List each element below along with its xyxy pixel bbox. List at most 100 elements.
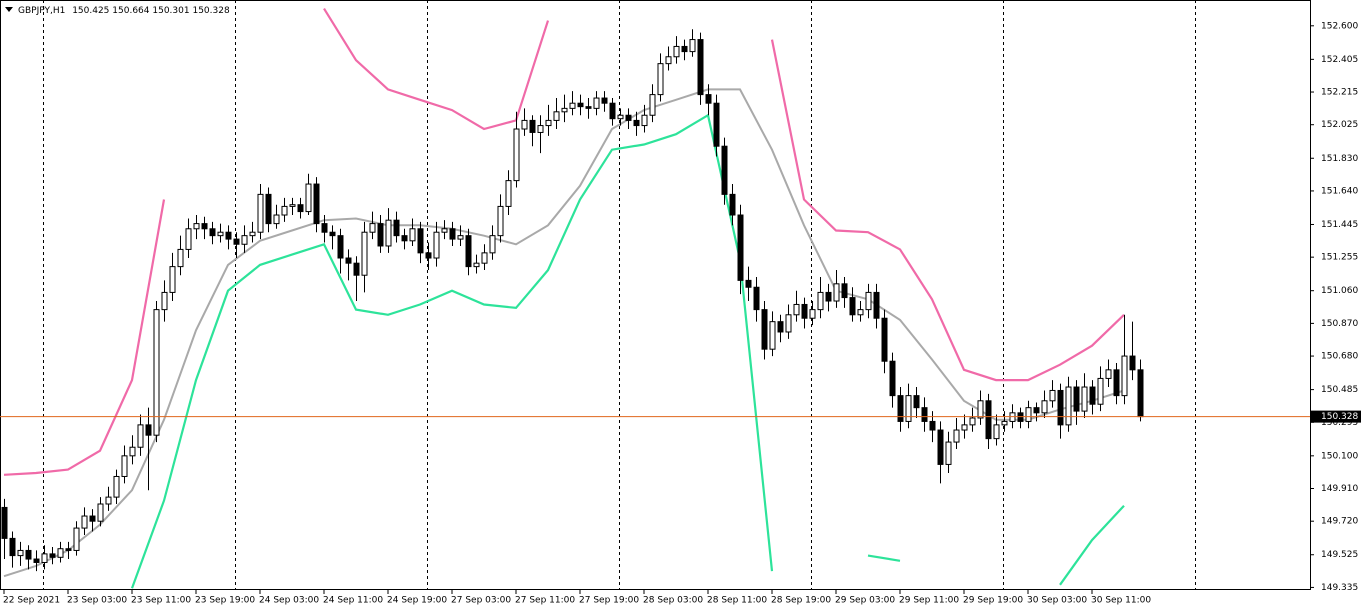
x-tick-label: 28 Sep 11:00 [707, 596, 767, 606]
candle-body [153, 309, 160, 436]
candle-body [137, 424, 144, 448]
candle-body [1033, 407, 1040, 414]
candle-body [577, 102, 584, 108]
candle-body [193, 223, 200, 230]
candle-body [161, 291, 168, 311]
y-tick-label: 150.870 [1321, 319, 1358, 329]
y-tick-label: 149.525 [1321, 550, 1358, 560]
high-value: 150.664 [112, 6, 149, 16]
candle-body [457, 235, 464, 240]
candle-body [1025, 407, 1032, 422]
candle-body [145, 424, 152, 436]
y-tick-label: 151.060 [1321, 286, 1358, 296]
candle-body [745, 279, 752, 288]
candle-body [329, 231, 336, 237]
candle-body [937, 429, 944, 465]
candle-body [185, 228, 192, 250]
x-tick-label: 23 Sep 19:00 [195, 596, 255, 606]
band-line [867, 554, 901, 562]
close-value: 150.328 [192, 6, 229, 16]
candle-body [361, 231, 368, 276]
candle-body [129, 446, 136, 457]
candle-body [41, 553, 48, 563]
candle-body [105, 496, 112, 505]
plot-frame [0, 0, 1311, 590]
candle-body [273, 214, 280, 225]
y-tick-label: 150.485 [1321, 385, 1358, 395]
candle-body [769, 321, 776, 350]
candle-body [673, 45, 680, 58]
x-tick-label: 27 Sep 19:00 [579, 596, 639, 606]
candle-body [465, 235, 472, 268]
candle-body [505, 180, 512, 207]
candle-body [833, 283, 840, 302]
candle-body [625, 114, 632, 121]
candle-body [633, 119, 640, 127]
candle-body [641, 114, 648, 127]
candle-body [785, 314, 792, 333]
menu-arrow[interactable] [5, 7, 13, 12]
candle-body [561, 107, 568, 113]
y-tick-label: 150.295 [1321, 418, 1358, 428]
band-line [3, 199, 166, 476]
candle-body [521, 119, 528, 130]
y-tick-label: 149.720 [1321, 517, 1358, 527]
band-line [323, 8, 550, 131]
candle-body [33, 558, 40, 563]
candle-body [1105, 369, 1112, 379]
candle-body [265, 193, 272, 225]
candle-body [761, 309, 768, 350]
candle-body [297, 204, 304, 213]
candle-body [1097, 377, 1104, 405]
candle-body [1041, 400, 1048, 414]
last-price-tag [1311, 410, 1361, 423]
candle-body [897, 395, 904, 422]
candle-body [977, 400, 984, 419]
candle-body [953, 429, 960, 443]
y-tick-label: 152.215 [1321, 88, 1358, 98]
candle-body [569, 102, 576, 109]
candle-body [169, 266, 176, 293]
candle-body [1009, 412, 1016, 422]
band-line [1059, 504, 1125, 586]
x-tick-label: 29 Sep 19:00 [963, 596, 1023, 606]
candle-body [553, 111, 560, 121]
candle-body [425, 252, 432, 259]
candle-body [345, 257, 352, 264]
candle-body [97, 503, 104, 522]
y-tick-label: 150.680 [1321, 352, 1358, 362]
candle-body [905, 395, 912, 422]
candle-body [865, 291, 872, 311]
x-tick-label: 22 Sep 2021 [3, 596, 60, 606]
x-tick-label: 24 Sep 11:00 [323, 596, 383, 606]
x-tick-label: 28 Sep 19:00 [771, 596, 831, 606]
candle-body [217, 231, 224, 237]
y-tick-label: 152.025 [1321, 120, 1358, 130]
candle-body [889, 360, 896, 397]
plot [1, 1, 1196, 590]
candle-body [921, 407, 928, 422]
candle-body [1089, 386, 1096, 405]
band-line [130, 113, 774, 589]
symbol: GBPJPY,H1 [18, 6, 65, 16]
candle-body [489, 235, 496, 254]
candle-body [729, 193, 736, 216]
y-tick-label: 152.405 [1321, 55, 1358, 65]
candle-body [993, 424, 1000, 440]
x-tick-label: 23 Sep 03:00 [67, 596, 127, 606]
candle-body [737, 214, 744, 281]
candle-body [73, 527, 80, 551]
candle-body [1017, 412, 1024, 422]
low-value: 150.301 [152, 6, 189, 16]
candle-body [9, 537, 16, 557]
candle-body [385, 219, 392, 247]
candle-body [649, 94, 656, 116]
candle-body [513, 128, 520, 182]
y-tick-label: 152.600 [1321, 21, 1358, 31]
candle-body [593, 97, 600, 109]
candle-body [225, 231, 232, 240]
candle-body [529, 119, 536, 133]
candle-body [25, 549, 32, 560]
candle-body [305, 183, 312, 213]
